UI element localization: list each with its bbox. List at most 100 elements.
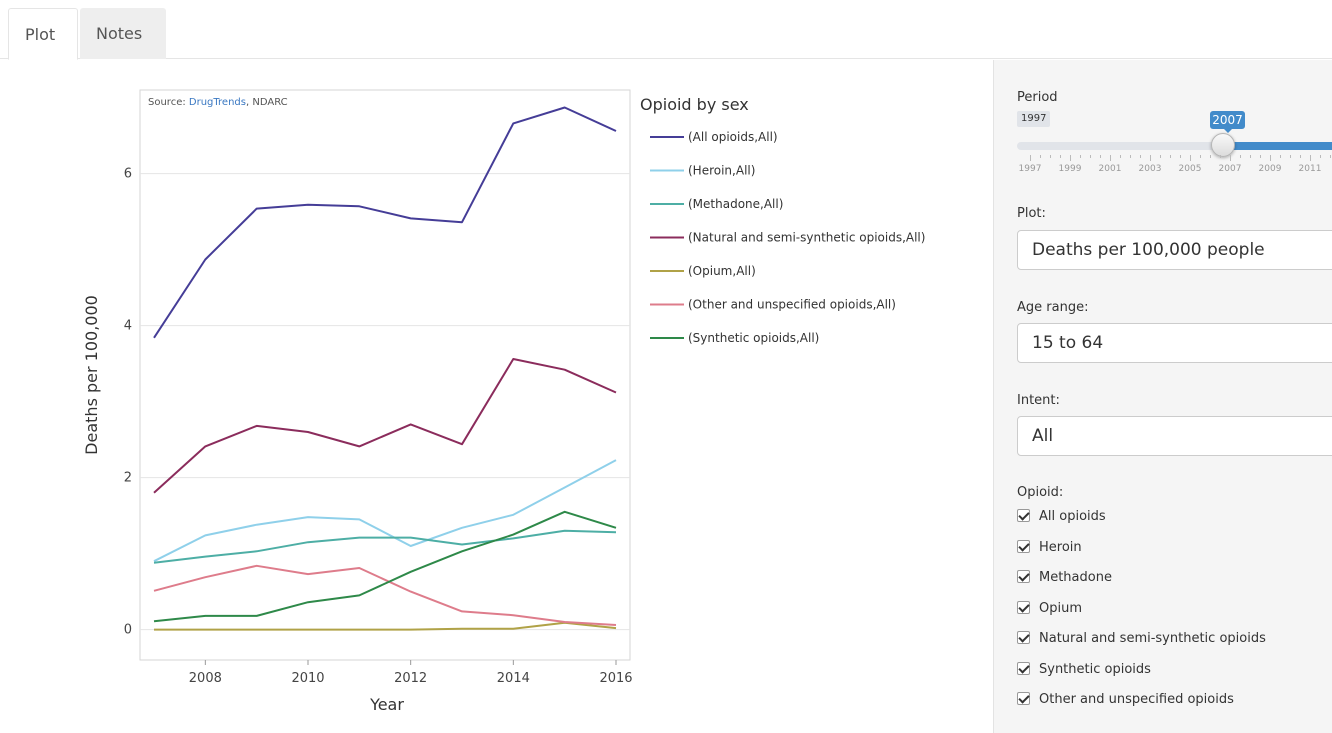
opioid-option-label: Heroin: [1039, 539, 1082, 555]
opioid-option[interactable]: Heroin: [1017, 539, 1082, 560]
x-axis-title: Year: [369, 695, 404, 714]
slider-tick: [1310, 155, 1311, 161]
slider-tick: [1170, 155, 1171, 158]
legend-label: (Other and unspecified opioids,All): [688, 298, 896, 312]
period-value-label: 2007: [1210, 111, 1245, 133]
age-range-label: Age range:: [1017, 300, 1089, 315]
series-line: [153, 106, 617, 339]
legend: (All opioids,All) (Heroin,All) (Methadone,…: [650, 130, 925, 345]
slider-tick: [1200, 155, 1201, 158]
slider-tick: [1080, 155, 1081, 158]
period-min-label: 1997: [1017, 111, 1051, 127]
series-line: [154, 621, 617, 631]
checkbox-checked-icon[interactable]: [1017, 570, 1030, 583]
y-axis-ticks: 0 2 4 6: [124, 167, 132, 638]
checkbox-checked-icon[interactable]: [1017, 600, 1030, 614]
checkbox-checked-icon[interactable]: [1017, 661, 1030, 675]
slider-tick: [1320, 155, 1321, 158]
period-slider-ticks: 1997 1999 2001 2003 2005 2007 2009 2011: [1017, 155, 1332, 175]
intent-label: Intent:: [1017, 393, 1060, 408]
y-axis-title: Deaths per 100,000: [82, 295, 101, 455]
checkbox-checked-icon[interactable]: [1017, 692, 1030, 705]
x-tick-label: 2010: [291, 671, 324, 686]
legend-title: Opioid by sex: [640, 95, 749, 114]
slider-tick-label: 2003: [1138, 164, 1162, 174]
legend-item[interactable]: (Synthetic opioids,All): [650, 331, 819, 345]
checkbox-checked-icon[interactable]: [1017, 539, 1030, 553]
slider-tick: [1280, 155, 1281, 158]
control-panel: Period 1997 2007 1997 1999 2001 2003 2005 200…: [993, 60, 1332, 733]
legend-label: (Natural and semi-synthetic opioids,All): [688, 231, 925, 245]
y-tick-label: 0: [124, 623, 132, 638]
slider-tick-label: 1997: [1018, 164, 1042, 174]
opioid-option[interactable]: Other and unspecified opioids: [1017, 692, 1234, 712]
plot-select[interactable]: Deaths per 100,000 people: [1017, 230, 1332, 270]
slider-tick-label: 2001: [1098, 164, 1122, 174]
plot-label: Plot:: [1017, 206, 1046, 221]
opioid-option[interactable]: Synthetic opioids: [1017, 661, 1151, 682]
checkbox-checked-icon[interactable]: [1017, 509, 1030, 522]
slider-tick: [1330, 155, 1331, 158]
period-slider-fill: [1223, 142, 1332, 150]
legend-item[interactable]: (Natural and semi-synthetic opioids,All): [650, 231, 925, 245]
legend-label: (Methadone,All): [688, 197, 783, 211]
opioid-option[interactable]: Methadone: [1017, 570, 1112, 590]
source-link-drugtrends[interactable]: DrugTrends: [189, 97, 246, 108]
slider-tick: [1260, 155, 1261, 158]
period-slider-track[interactable]: [1017, 142, 1332, 150]
legend-item[interactable]: (Heroin,All): [650, 164, 755, 178]
slider-tick-label: 2005: [1178, 164, 1202, 174]
legend-item[interactable]: (Methadone,All): [650, 197, 783, 211]
opioid-option-label: Synthetic opioids: [1039, 661, 1151, 677]
opioid-option[interactable]: Opium: [1017, 600, 1082, 621]
opioid-label: Opioid:: [1017, 485, 1064, 500]
period-slider-handle[interactable]: [1211, 133, 1235, 157]
slider-tick: [1140, 155, 1141, 158]
legend-item[interactable]: (All opioids,All): [650, 130, 778, 144]
x-tick-label: 2016: [599, 671, 632, 686]
intent-select[interactable]: All: [1017, 416, 1332, 456]
slider-tick: [1160, 155, 1161, 158]
x-axis-ticks: 2008 2010 2012 2014 2016: [189, 660, 633, 686]
legend-item[interactable]: (Opium,All): [650, 264, 756, 278]
slider-tick-label: 2011: [1298, 164, 1322, 174]
slider-tick: [1100, 155, 1101, 158]
slider-tick: [1220, 155, 1221, 158]
opioid-option[interactable]: Natural and semi-synthetic opioids: [1017, 631, 1266, 651]
opioid-option-label: Methadone: [1039, 570, 1112, 585]
opioid-option-label: Natural and semi-synthetic opioids: [1039, 631, 1266, 646]
source-note: Source: DrugTrends, NDARC: [148, 97, 288, 108]
tab-notes[interactable]: Notes: [80, 8, 166, 59]
opioid-option[interactable]: All opioids: [1017, 509, 1106, 529]
tab-bar: Plot Notes: [0, 0, 1332, 60]
legend-item[interactable]: (Other and unspecified opioids,All): [650, 298, 896, 312]
slider-tick: [1300, 155, 1301, 158]
tab-plot[interactable]: Plot: [8, 8, 78, 60]
opioid-option-label: Opium: [1039, 600, 1082, 616]
series-line: [153, 564, 617, 626]
age-range-select[interactable]: 15 to 64: [1017, 323, 1332, 363]
slider-tick: [1210, 155, 1211, 158]
slider-tick: [1090, 155, 1091, 158]
checkbox-checked-icon[interactable]: [1017, 631, 1030, 644]
series-line: [153, 358, 617, 494]
slider-tick: [1070, 155, 1071, 161]
series-lines: [153, 106, 617, 631]
legend-label: (All opioids,All): [688, 130, 778, 144]
y-tick-label: 6: [124, 167, 132, 182]
legend-label: (Heroin,All): [688, 164, 755, 178]
slider-tick: [1150, 155, 1151, 161]
slider-tick: [1230, 155, 1231, 161]
y-tick-label: 2: [124, 471, 132, 486]
x-tick-label: 2014: [497, 671, 530, 686]
plot-area: [139, 89, 631, 661]
y-tick-label: 4: [124, 319, 132, 334]
line-chart: 2008 2010 2012 2014 2016 0 2 4 6 Source: DrugTr…: [82, 89, 925, 714]
slider-tick-label: 1999: [1058, 164, 1082, 174]
slider-tick: [1060, 155, 1061, 158]
slider-tick: [1050, 155, 1051, 158]
x-tick-label: 2008: [189, 671, 222, 686]
slider-tick: [1040, 155, 1041, 158]
series-line: [153, 510, 617, 623]
slider-tick: [1250, 155, 1251, 158]
